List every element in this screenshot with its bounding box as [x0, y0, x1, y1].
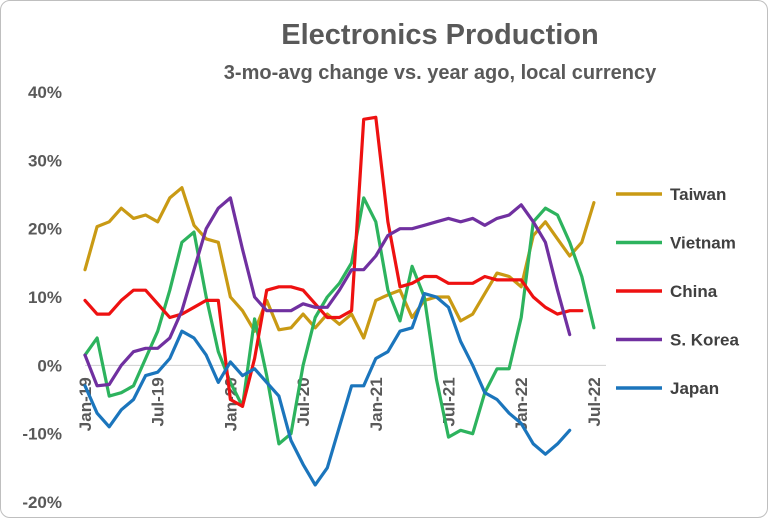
y-tick-label: 30% — [28, 151, 62, 170]
y-tick-label: 10% — [28, 288, 62, 307]
legend-label-vietnam: Vietnam — [670, 234, 736, 253]
series-line-s-korea — [83, 196, 572, 388]
y-tick-label: 20% — [28, 220, 62, 239]
legend-label-japan: Japan — [670, 379, 719, 398]
series-line-vietnam — [83, 196, 596, 446]
legend: Taiwan Vietnam China S. Korea Japan — [616, 185, 740, 398]
y-tick-label: -20% — [22, 493, 62, 512]
series-lines — [83, 115, 596, 487]
series-line-china — [83, 115, 584, 408]
x-tick-label: Jan-19 — [76, 377, 95, 431]
x-tick-label: Jul-22 — [585, 377, 604, 426]
y-tick-label: -10% — [22, 425, 62, 444]
chart-title: Electronics Production — [281, 19, 598, 51]
x-tick-label: Jan-21 — [367, 377, 386, 431]
chart-subtitle: 3-mo-avg change vs. year ago, local curr… — [224, 62, 657, 84]
legend-label-china: China — [670, 282, 718, 301]
series-line-japan — [83, 292, 572, 487]
y-tick-label: 0% — [37, 356, 62, 375]
legend-label-s-korea: S. Korea — [670, 331, 740, 350]
y-tick-label: 40% — [28, 83, 62, 102]
y-axis-labels: 40% 30% 20% 10% 0% -10% -20% — [22, 83, 62, 512]
x-tick-label: Jul-19 — [149, 377, 168, 426]
series-line-taiwan — [83, 186, 596, 340]
legend-label-taiwan: Taiwan — [670, 185, 726, 204]
